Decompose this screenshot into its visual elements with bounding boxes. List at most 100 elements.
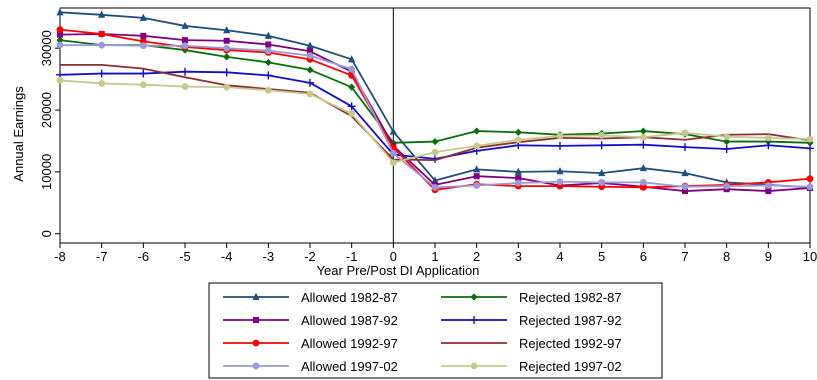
series-point [514, 128, 522, 136]
series-point [597, 141, 606, 150]
legend-label: Allowed 1992-97 [301, 336, 398, 351]
series-point [556, 178, 564, 186]
series-point [306, 66, 314, 74]
legend-box [208, 282, 663, 379]
series-point [182, 37, 188, 44]
series-point [764, 134, 772, 142]
series-point [556, 141, 564, 150]
series-point [98, 30, 106, 38]
series-line [60, 44, 811, 189]
series-point [389, 127, 397, 135]
series-point [806, 175, 814, 183]
x-tick-label: 5 [598, 249, 605, 264]
series-point [348, 83, 356, 91]
x-axis-title: Year Pre/Post DI Application [317, 263, 480, 278]
series-point [306, 41, 314, 49]
y-tick-label: 0 [39, 230, 54, 237]
series-point [556, 167, 564, 175]
legend-label: Rejected 1997-02 [519, 359, 622, 374]
x-tick-label: -8 [54, 249, 66, 264]
series-point [252, 339, 260, 347]
x-tick-label: -2 [304, 249, 316, 264]
series-point [139, 69, 148, 78]
legend-entry: Allowed 1987-92 [223, 313, 398, 328]
x-tick-label: -7 [96, 249, 108, 264]
series-point [639, 127, 647, 135]
series-point [56, 26, 64, 34]
series-line [59, 33, 811, 192]
x-tick-label: -6 [138, 249, 150, 264]
series-point [723, 133, 731, 141]
series-point [223, 53, 231, 61]
legend-entry: Allowed 1982-87 [223, 290, 398, 305]
series-allowed-1987-92 [57, 30, 813, 195]
series-point [764, 141, 773, 150]
series-point [470, 362, 478, 370]
series-point [681, 143, 689, 152]
series-point [473, 127, 481, 135]
series-point [181, 67, 189, 76]
series-point [98, 41, 106, 49]
series-point [806, 135, 814, 143]
x-tick-label: 9 [765, 249, 772, 264]
series-point [473, 142, 481, 150]
series-point [223, 37, 230, 44]
series-point [252, 292, 260, 300]
series-line [59, 28, 811, 191]
x-tick-label: 8 [723, 249, 730, 264]
series-point [431, 176, 439, 184]
series-point [682, 188, 688, 195]
plot-area: 0 10000 20000 30000 -8 -7 -6 -5 -4 -3 -2 -1 0 1 2 3 4 5 6 7… [39, 7, 817, 264]
x-tick-label: 1 [431, 249, 438, 264]
series-point [306, 52, 314, 60]
series-point [307, 48, 313, 55]
legend-label: Allowed 1997-02 [301, 359, 398, 374]
series-point [139, 81, 147, 89]
series-point [264, 58, 272, 67]
series-point [514, 136, 522, 144]
series-point [431, 137, 439, 146]
y-axis-title: Annual Earnings [11, 86, 26, 182]
series-rejected-1997-02 [56, 76, 814, 167]
series-allowed-1982-87 [56, 8, 814, 191]
legend: Allowed 1982-87 Rejected 1982-87 Allowed 1… [208, 282, 663, 379]
series-point [56, 8, 64, 16]
series-point [765, 188, 772, 195]
legend-entry: Rejected 1982-87 [441, 290, 622, 305]
x-tick-label: 4 [556, 249, 563, 264]
x-tick-label: -5 [179, 249, 191, 264]
y-tick-label: 20000 [39, 92, 54, 128]
series-point [264, 86, 272, 94]
series-point [56, 76, 64, 84]
series-point [598, 131, 606, 139]
series-point [598, 168, 606, 177]
series-point [806, 183, 814, 191]
y-tick-label: 10000 [39, 154, 54, 190]
x-tick-label: 6 [640, 249, 647, 264]
legend-entry: Allowed 1997-02 [223, 359, 398, 374]
series-line [59, 39, 811, 144]
series-point [639, 140, 648, 149]
series-line [60, 63, 811, 162]
series-point [181, 83, 189, 90]
y-tick-label: 30000 [39, 30, 54, 66]
series-allowed-1992-97 [56, 26, 814, 194]
series-point [57, 31, 63, 38]
series-point [140, 32, 147, 39]
series-point [252, 362, 260, 370]
legend-entry: Allowed 1992-97 [223, 336, 398, 351]
series-point [473, 173, 480, 180]
series-point [431, 148, 439, 156]
series-point [306, 78, 314, 87]
series-point [98, 80, 106, 87]
series-point [56, 41, 64, 49]
legend-label: Allowed 1987-92 [301, 313, 398, 328]
series-point [181, 21, 189, 29]
series-point [223, 83, 231, 91]
series-point [681, 183, 689, 191]
series-point [514, 167, 522, 175]
series-rejected-1992-97 [60, 63, 811, 162]
series-point [264, 31, 272, 39]
series-point [264, 47, 272, 55]
